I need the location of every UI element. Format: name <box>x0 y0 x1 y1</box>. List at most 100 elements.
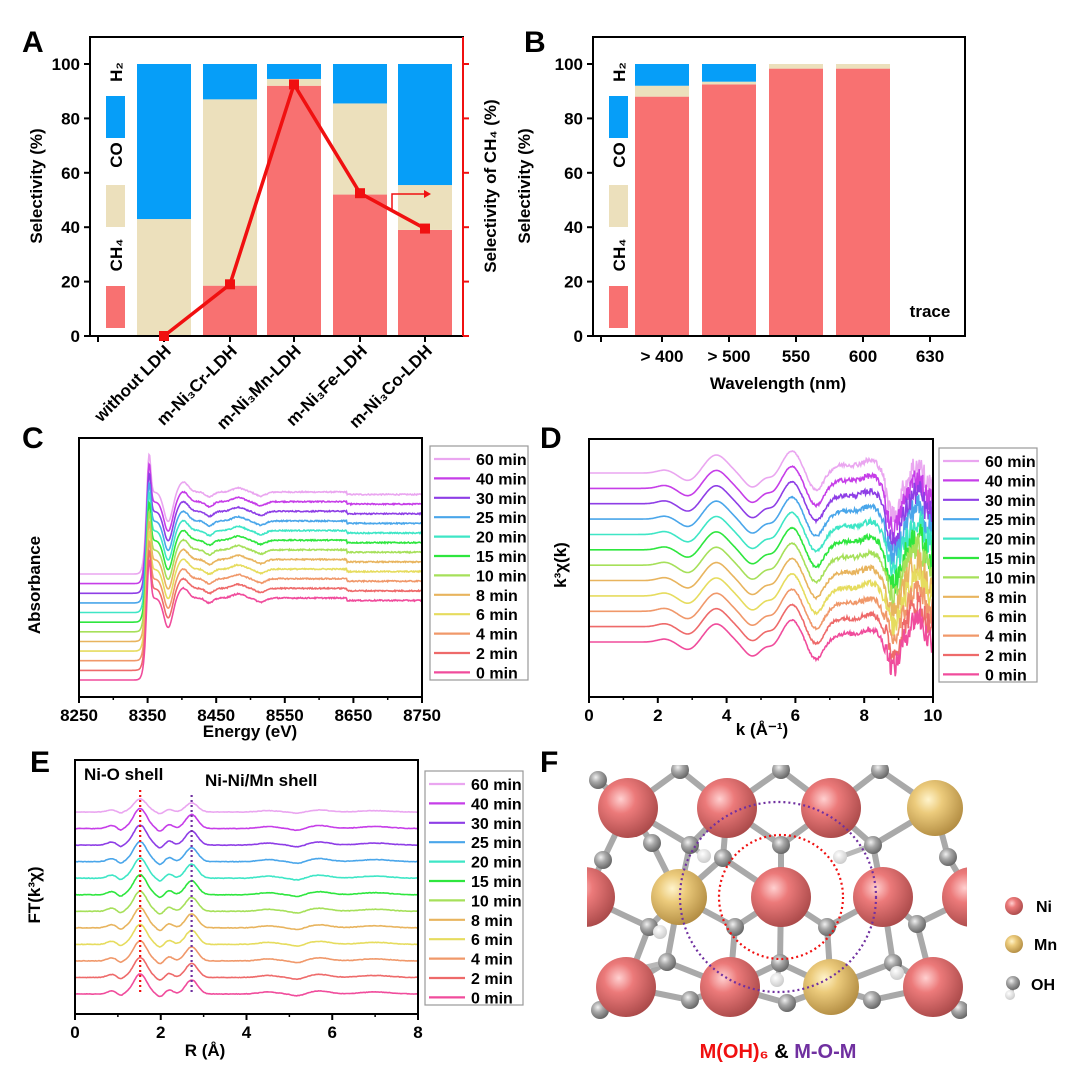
ni-atom <box>598 778 658 838</box>
legend-label: 30 min <box>985 493 1036 510</box>
x-tick-label: 8550 <box>266 706 304 725</box>
legend-label: 0 min <box>476 665 518 682</box>
legend-label: 60 min <box>471 777 522 794</box>
oxygen-atom <box>589 771 607 789</box>
y-tick-label: 20 <box>61 273 80 292</box>
y-tick-label: 40 <box>61 218 80 237</box>
legend-swatch <box>609 286 628 328</box>
legend-label: 60 min <box>985 454 1036 471</box>
bar-co <box>635 85 689 97</box>
spectrum-10-min <box>79 510 423 633</box>
legend-label-oh: OH <box>1031 977 1055 994</box>
legend-swatch <box>609 96 628 138</box>
legend-box <box>938 447 1038 683</box>
y-axis-title: Absorbance <box>25 536 44 634</box>
oxygen-atom <box>871 765 889 779</box>
y-tick-label: 100 <box>555 55 583 74</box>
y-tick-label: 80 <box>564 109 583 128</box>
y-tick-label: 0 <box>574 327 583 346</box>
legend-label: 60 min <box>476 452 527 469</box>
ni-atom <box>801 778 861 838</box>
bar-h <box>267 64 321 79</box>
panel-a: A 0 20 40 60 80 100 H₂ CO CH₄ Selectivity (%) Sele… <box>22 26 500 433</box>
spectrum-30-min <box>79 471 423 595</box>
x-tick-label: 6 <box>791 706 800 725</box>
spectrum-25-min <box>79 481 422 604</box>
bar-ch <box>267 85 321 336</box>
legend-label: 15 min <box>471 874 522 891</box>
plot-frame <box>588 438 934 698</box>
spectrum-40-min <box>75 807 419 832</box>
x-axis-title: R (Å) <box>185 1041 226 1060</box>
x-tick-label: 2 <box>156 1023 165 1042</box>
bar-co <box>137 219 191 336</box>
spectrum-60-min <box>589 450 934 523</box>
legend-label: 2 min <box>985 648 1027 665</box>
legend-label: 2 min <box>471 971 513 988</box>
spectrum-6-min <box>589 564 934 637</box>
y-tick-label: 100 <box>52 55 80 74</box>
legend-label: 4 min <box>471 952 513 969</box>
oxygen-atom <box>671 765 689 779</box>
bar-ch <box>702 84 756 337</box>
x-axis-title: Energy (eV) <box>203 722 297 741</box>
x-tick-label: > 500 <box>707 347 750 366</box>
right-axis-arrow <box>391 193 428 210</box>
legend-label: 15 min <box>476 549 527 566</box>
spectrum-10-min <box>74 890 419 915</box>
legend-label: 10 min <box>476 568 527 585</box>
x-tick-label: 0 <box>584 706 593 725</box>
spectrum-4-min <box>74 939 418 965</box>
x-tick-label: 630 <box>916 347 944 366</box>
spectrum-10-min <box>589 534 934 608</box>
spectrum-40-min <box>589 465 934 540</box>
plot-frame <box>592 36 966 337</box>
spectrum-0-min <box>79 558 423 681</box>
x-tick-label: 8650 <box>334 706 372 725</box>
bar-h <box>702 64 756 82</box>
panel-d: D 0 2 4 6 8 10 60 min 40 min 30 min 25 min 20 min 1… <box>540 422 1038 739</box>
ni-atom <box>587 867 615 927</box>
oxygen-atom <box>939 848 957 866</box>
legend-label: 40 min <box>985 473 1036 490</box>
spectrum-30-min <box>74 824 419 849</box>
right-y-axis-title: Selectivity of CH₄ (%) <box>481 99 500 272</box>
y-axis-title: k³χ(k) <box>551 542 570 588</box>
panel-label-b: B <box>524 26 546 59</box>
oxygen-atom <box>771 954 789 972</box>
legend-label: 40 min <box>471 796 522 813</box>
legend-label: 6 min <box>985 609 1027 626</box>
mn-atom <box>907 780 963 836</box>
legend-label: 25 min <box>476 510 527 527</box>
mom-circle <box>678 800 878 994</box>
oxygen-atom <box>594 851 612 869</box>
mn-legend-icon <box>1005 935 1023 953</box>
oxygen-atom <box>658 953 676 971</box>
y-tick-label: 60 <box>61 164 80 183</box>
spectrum-2-min <box>74 956 419 981</box>
legend-label: 40 min <box>476 471 527 488</box>
bar-h <box>635 64 689 86</box>
x-tick-label: 600 <box>849 347 877 366</box>
oxygen-atom <box>726 918 744 936</box>
bar-ch <box>769 68 823 337</box>
legend-label: H₂ <box>610 62 629 82</box>
spectrum-15-min <box>79 500 423 624</box>
spectrum-15-min <box>589 523 934 594</box>
spectrum-0-min <box>74 973 419 998</box>
y-axis-title: FT(k³χ) <box>25 867 44 924</box>
legend-label: CO <box>107 142 126 168</box>
x-tick-label: 2 <box>653 706 662 725</box>
legend-label: 0 min <box>471 990 513 1007</box>
panel-label-e: E <box>30 746 50 779</box>
spectrum-20-min <box>589 511 934 580</box>
x-tick-label: 8250 <box>60 706 98 725</box>
x-tick-label: 8350 <box>129 706 167 725</box>
mn-atom <box>803 959 859 1015</box>
panel-label-f: F <box>540 746 558 779</box>
ni-atom <box>700 957 760 1017</box>
bar-co <box>836 64 890 69</box>
spectrum-8-min <box>74 906 419 932</box>
legend-swatch <box>106 185 125 227</box>
panel-b: B 0 20 40 60 80 100 H₂ CO CH₄ Selectivity (%) > 40… <box>515 26 966 393</box>
